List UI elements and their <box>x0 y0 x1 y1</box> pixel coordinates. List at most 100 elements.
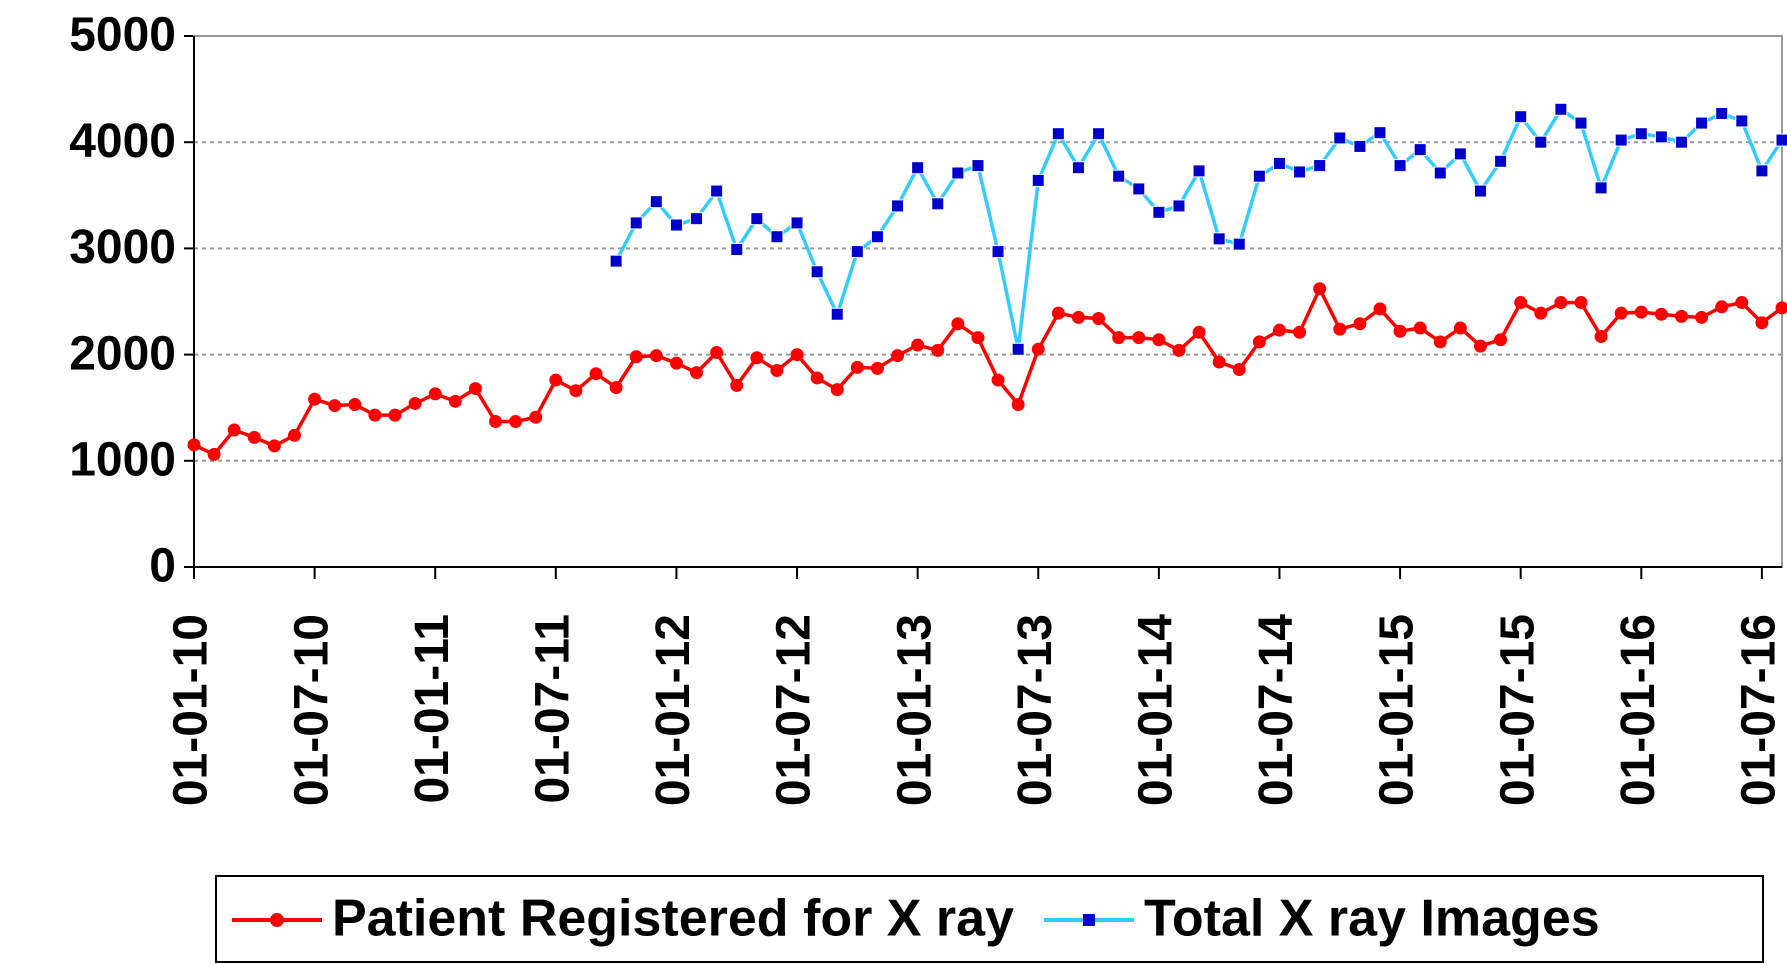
data-point <box>810 371 824 385</box>
data-point <box>649 349 663 363</box>
data-point <box>1092 127 1106 141</box>
x-tick-label: 01-01-16 <box>1612 614 1665 806</box>
data-point <box>1313 282 1327 296</box>
data-point <box>1594 181 1608 195</box>
data-point <box>931 197 945 211</box>
data-point <box>1011 342 1025 356</box>
data-point <box>549 373 563 387</box>
x-tick-label: 01-01-10 <box>165 614 218 806</box>
data-point <box>1574 296 1588 310</box>
data-point <box>1514 296 1528 310</box>
data-point <box>1554 296 1568 310</box>
data-point <box>991 373 1005 387</box>
data-point <box>690 212 704 226</box>
legend-label: Total X ray Images <box>1144 890 1600 948</box>
data-point <box>368 408 382 422</box>
data-point <box>207 447 221 461</box>
data-point <box>971 331 985 345</box>
x-tick-label: 01-07-14 <box>1250 614 1303 806</box>
data-point <box>1574 116 1588 130</box>
x-tick-label: 01-07-12 <box>768 614 821 806</box>
data-point <box>509 415 523 429</box>
data-point <box>1433 335 1447 349</box>
data-point <box>1453 321 1467 335</box>
data-point <box>951 166 965 180</box>
data-point <box>1473 184 1487 198</box>
data-point <box>951 317 965 331</box>
data-point <box>1071 310 1085 324</box>
data-point <box>1654 130 1668 144</box>
data-point <box>1192 164 1206 178</box>
data-point <box>1775 133 1787 147</box>
data-point <box>750 351 764 365</box>
data-point <box>227 423 241 437</box>
data-point <box>1031 173 1045 187</box>
data-point <box>1554 102 1568 116</box>
data-point <box>589 367 603 381</box>
data-point <box>408 396 422 410</box>
data-point <box>770 230 784 244</box>
data-point <box>448 394 462 408</box>
data-point <box>428 387 442 401</box>
y-tick-label: 5000 <box>69 9 176 62</box>
data-point <box>1152 333 1166 347</box>
data-point <box>1494 333 1508 347</box>
data-point <box>891 349 905 363</box>
data-point <box>1393 324 1407 338</box>
data-point <box>1192 325 1206 339</box>
data-point <box>911 161 925 175</box>
x-tick-label: 01-07-13 <box>1009 614 1062 806</box>
data-point <box>1373 302 1387 316</box>
data-point <box>1092 311 1106 325</box>
data-point <box>569 384 583 398</box>
data-point <box>1232 362 1246 376</box>
data-point <box>1011 398 1025 412</box>
data-point <box>870 230 884 244</box>
data-point <box>1132 331 1146 345</box>
plot-frame <box>193 35 1783 568</box>
data-point <box>1172 199 1186 213</box>
data-point <box>288 428 302 442</box>
data-point <box>1272 323 1286 337</box>
data-point <box>1634 305 1648 319</box>
data-point <box>1373 126 1387 140</box>
data-point <box>1674 309 1688 323</box>
legend-marker <box>270 913 284 927</box>
data-point <box>1674 135 1688 149</box>
data-point <box>690 366 704 380</box>
data-point <box>1333 322 1347 336</box>
data-point <box>308 392 322 406</box>
data-point <box>1614 133 1628 147</box>
data-point <box>1051 127 1065 141</box>
data-point <box>1293 165 1307 179</box>
data-point <box>891 199 905 213</box>
data-point <box>1755 316 1769 330</box>
data-point <box>1272 156 1286 170</box>
data-point <box>1252 169 1266 183</box>
data-point <box>489 415 503 429</box>
y-tick-label: 2000 <box>69 327 176 380</box>
y-tick-label: 3000 <box>69 221 176 274</box>
legend-marker <box>1083 914 1095 926</box>
data-point <box>1534 135 1548 149</box>
data-point <box>267 439 281 453</box>
data-point <box>609 381 623 395</box>
x-tick-label: 01-01-12 <box>647 614 700 806</box>
data-point <box>388 408 402 422</box>
data-point <box>1654 307 1668 321</box>
x-tick-label: 01-07-10 <box>285 614 338 806</box>
data-point <box>1735 296 1749 310</box>
data-point <box>1051 306 1065 320</box>
data-point <box>830 307 844 321</box>
data-point <box>1132 182 1146 196</box>
data-point <box>1252 335 1266 349</box>
data-point <box>1715 300 1729 314</box>
x-tick-label: 01-01-15 <box>1371 614 1424 806</box>
data-point <box>1293 325 1307 339</box>
data-point <box>870 361 884 375</box>
data-point <box>991 245 1005 259</box>
data-point <box>1353 139 1367 153</box>
data-point <box>1494 154 1508 168</box>
data-point <box>1514 110 1528 124</box>
